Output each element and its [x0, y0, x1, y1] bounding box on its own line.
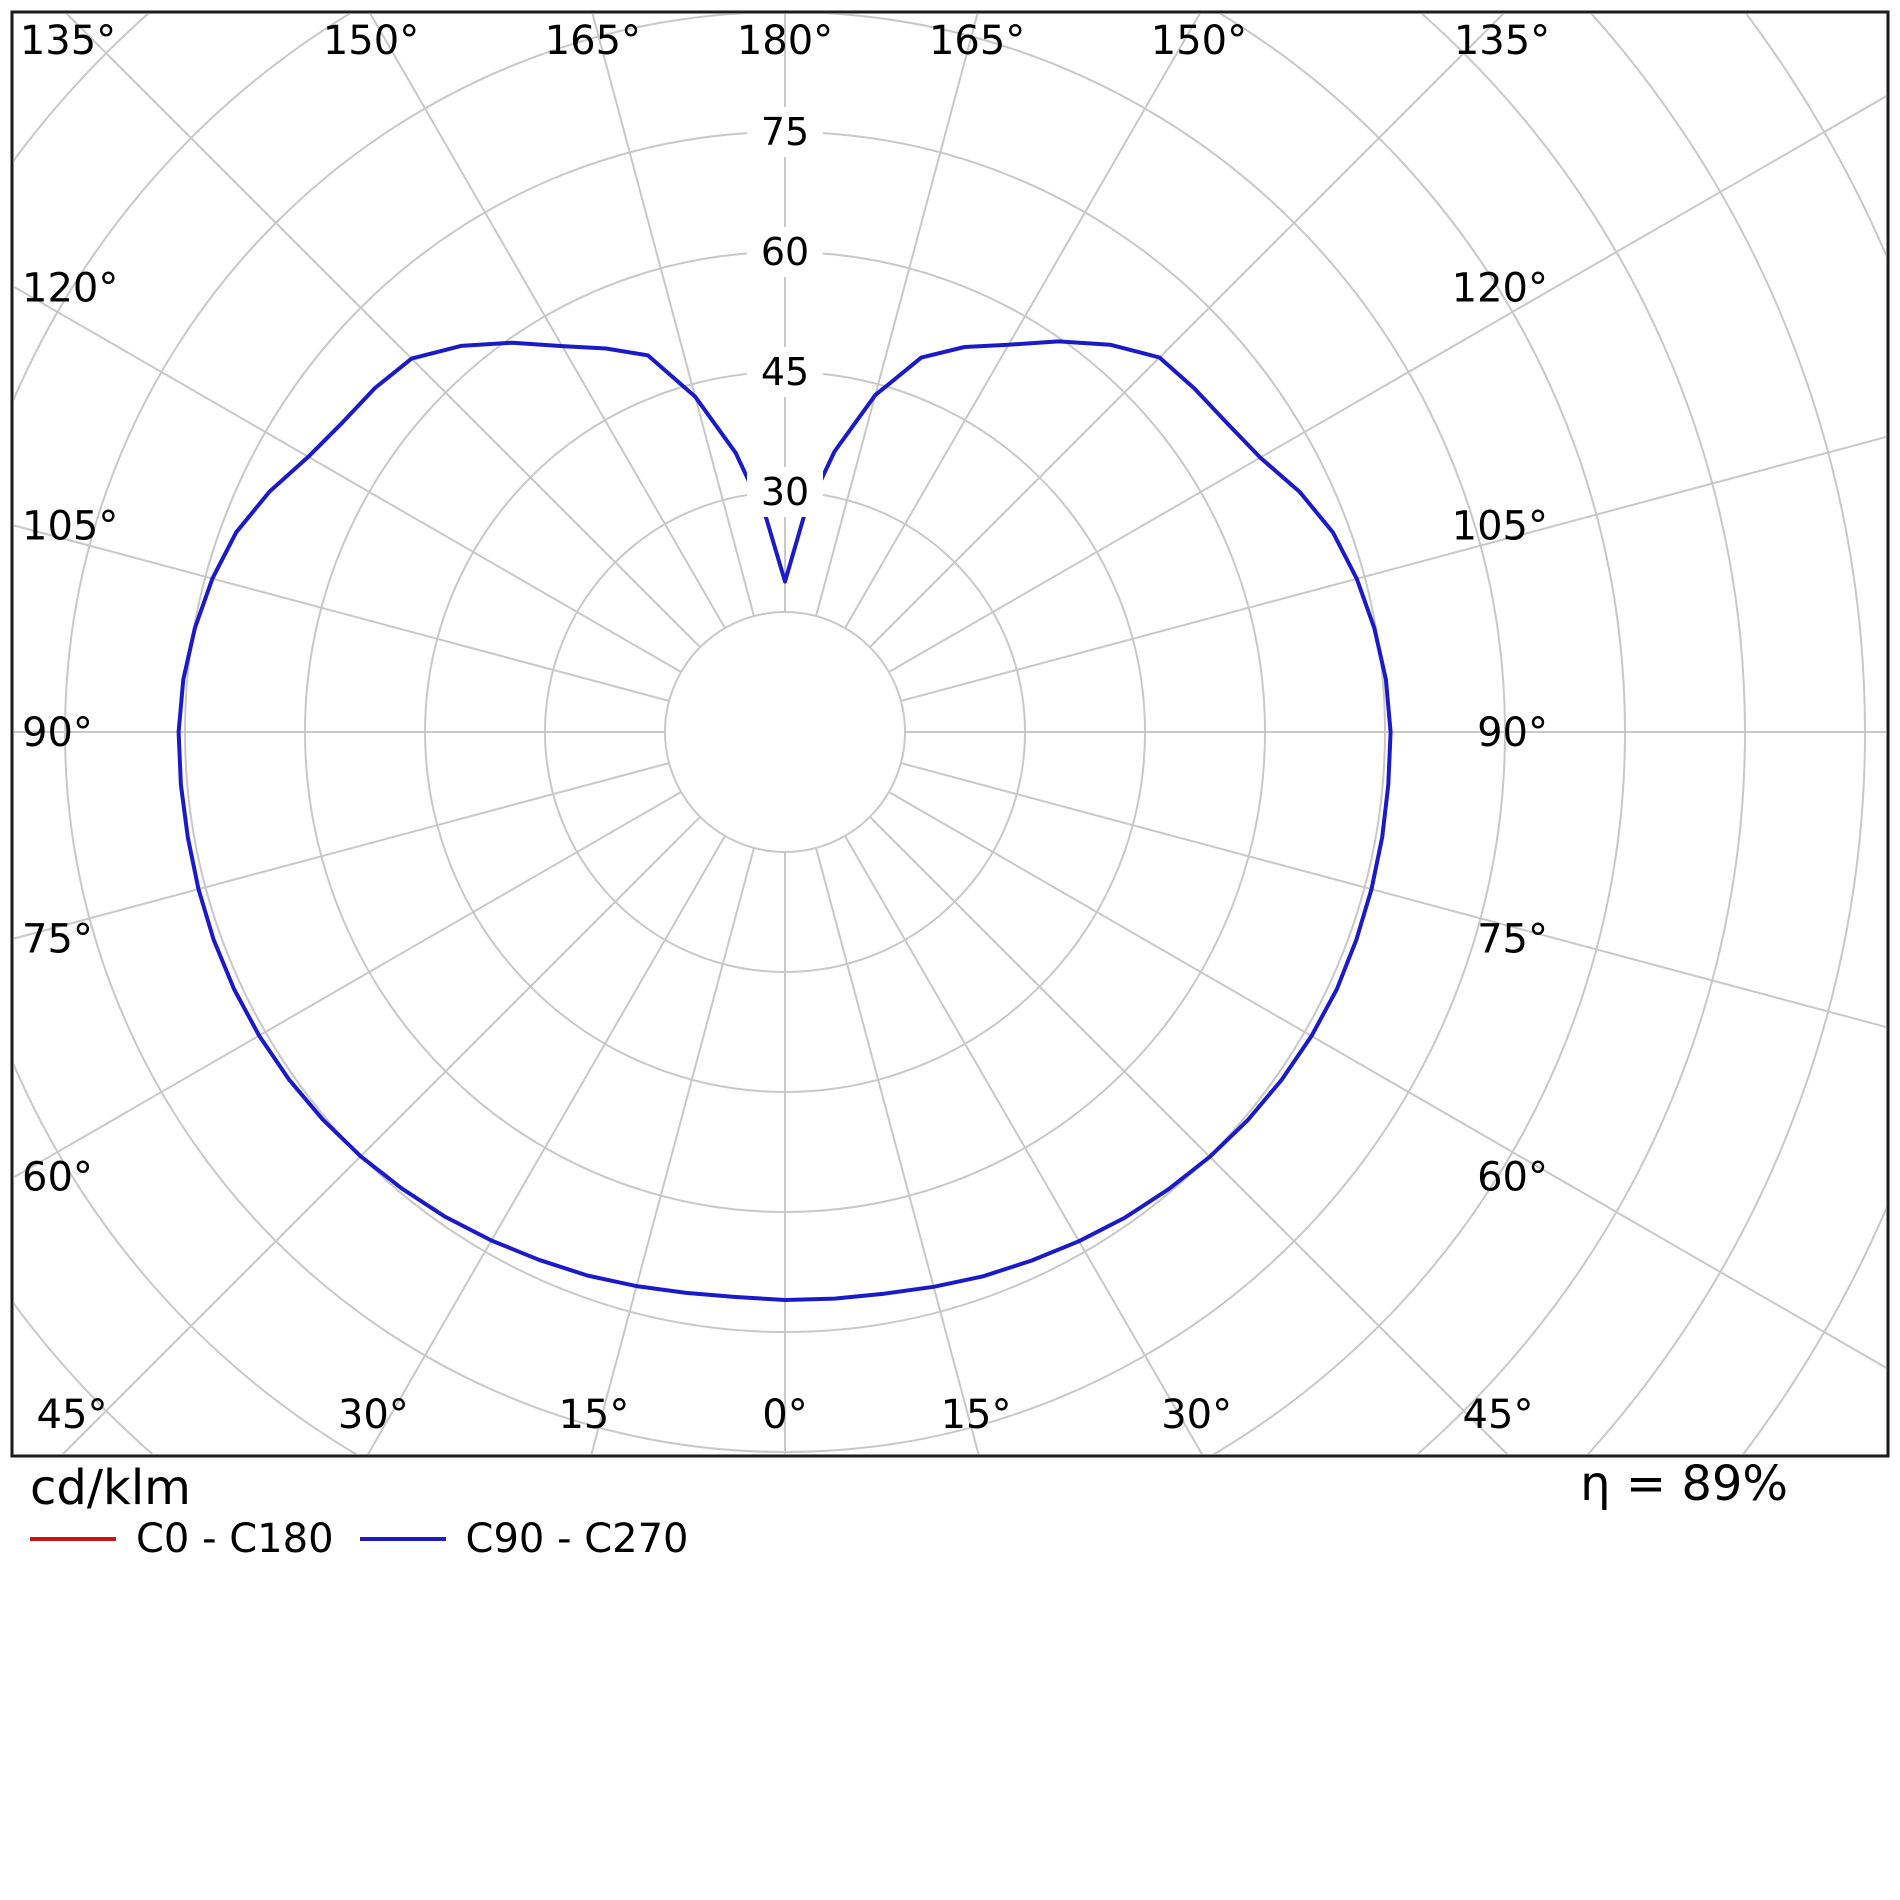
angle-label: 30°	[338, 1392, 409, 1438]
angle-label: 60°	[22, 1155, 93, 1201]
angle-label: 135°	[1454, 18, 1550, 64]
radial-tick-label: 75	[761, 110, 809, 154]
radial-tick-bg	[747, 107, 823, 157]
angle-label: 30°	[1161, 1392, 1232, 1438]
curve-C90-C270	[176, 339, 1393, 1302]
angle-label: 105°	[22, 504, 118, 550]
radial-tick-bg	[747, 467, 823, 517]
legend: C0 - C180 C90 - C270	[30, 1516, 689, 1562]
radial-tick-label: 45	[761, 350, 809, 394]
angle-label: 15°	[941, 1392, 1012, 1438]
radial-tick-label: 30	[761, 470, 809, 514]
radial-tick-label: 60	[761, 230, 809, 274]
units-label: cd/klm	[30, 1460, 191, 1516]
legend-label-c90-c270: C90 - C270	[465, 1516, 689, 1562]
angle-label: 90°	[1477, 710, 1548, 756]
angle-label: 165°	[929, 18, 1025, 64]
angle-label: 15°	[558, 1392, 629, 1438]
legend-label-c0-c180: C0 - C180	[136, 1516, 334, 1562]
plot-frame	[10, 10, 1890, 1458]
angle-label: 60°	[1477, 1155, 1548, 1201]
legend-swatch-blue-line-icon	[359, 1537, 446, 1541]
angle-label: 150°	[323, 18, 419, 64]
intensity-curves	[176, 339, 1393, 1302]
angle-label: 90°	[22, 710, 93, 756]
efficiency-label: η = 89%	[1580, 1456, 1788, 1512]
legend-item-c90-c270: C90 - C270	[359, 1516, 689, 1562]
radial-tick-bg	[747, 347, 823, 397]
angle-label: 105°	[1452, 504, 1548, 550]
angle-label: 45°	[1463, 1392, 1534, 1438]
angle-label: 180°	[737, 18, 833, 64]
legend-item-c0-c180: C0 - C180	[30, 1516, 334, 1562]
angle-label: 165°	[545, 18, 641, 64]
angle-label: 135°	[20, 18, 116, 64]
angle-label: 75°	[1477, 916, 1548, 962]
legend-swatch-red-line-icon	[30, 1537, 116, 1541]
radial-tick-bg	[747, 227, 823, 277]
angle-label: 150°	[1151, 18, 1247, 64]
angle-label: 0°	[762, 1392, 807, 1438]
angle-label: 75°	[22, 916, 93, 962]
angle-label: 120°	[1452, 265, 1548, 311]
angle-label: 45°	[37, 1392, 108, 1438]
angle-label: 120°	[22, 265, 118, 311]
